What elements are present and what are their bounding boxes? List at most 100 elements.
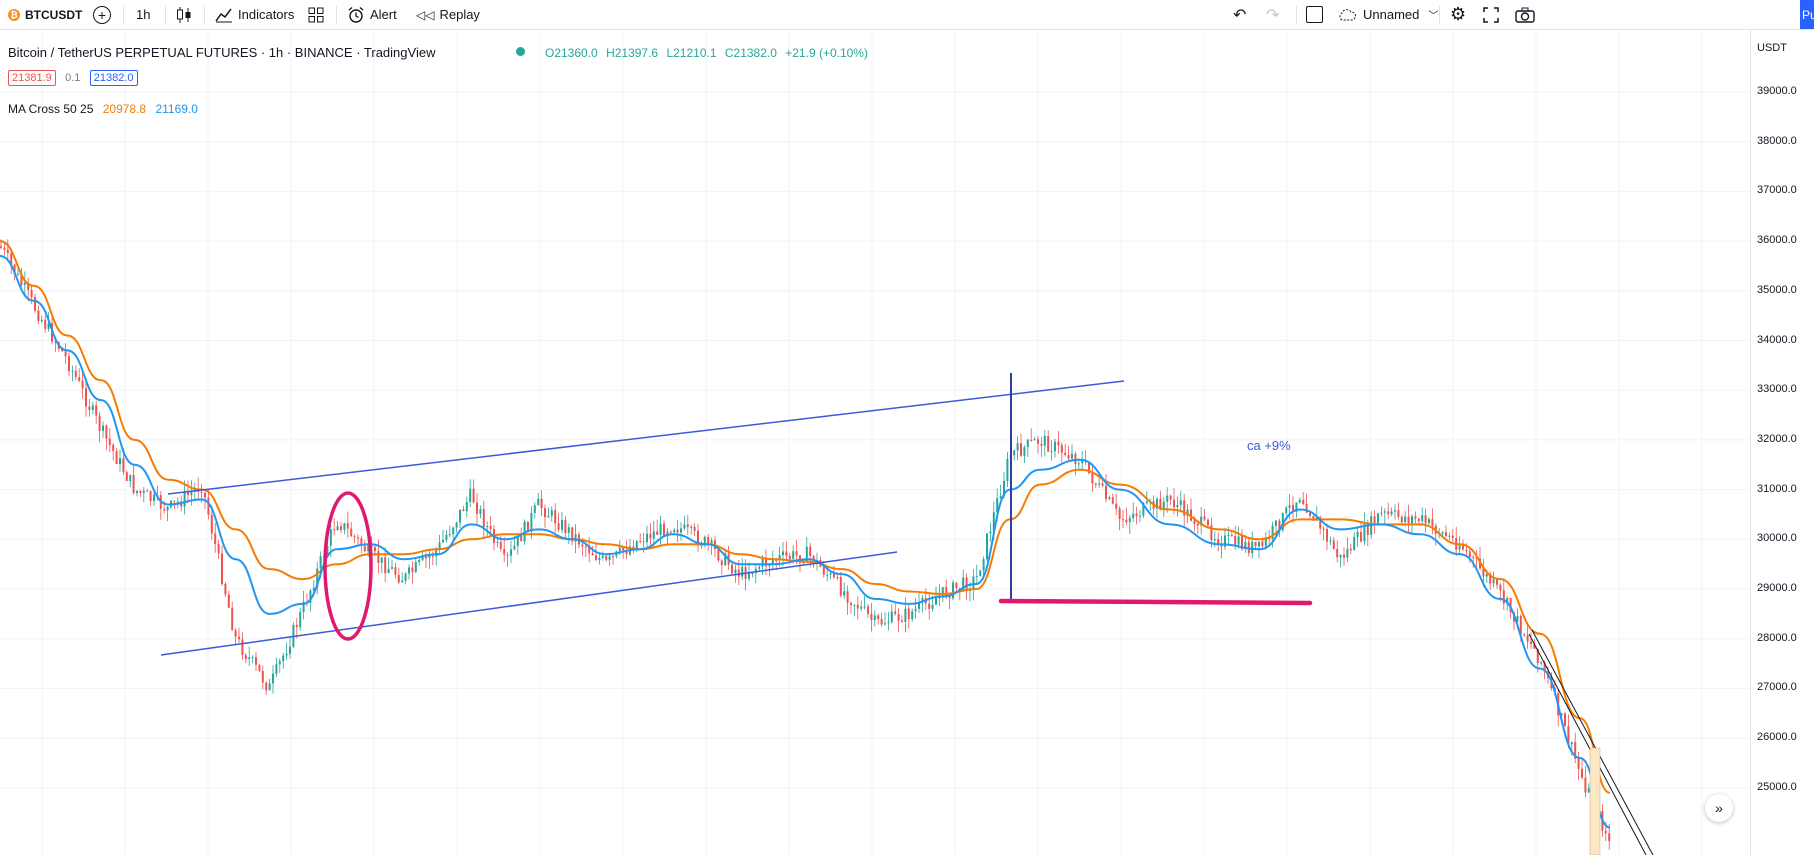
candle-body [428,555,431,559]
alert-button[interactable]: Alert [347,0,397,29]
candle-body [268,683,271,691]
layout-toggle-button[interactable] [1306,0,1323,29]
candle-body [367,544,370,552]
bid-ask-row: 21381.9 0.1 21382.0 [8,70,138,86]
indicator-legend[interactable]: MA Cross 50 25 20978.8 21169.0 [8,102,198,116]
candle-body [846,591,849,603]
candle-body [1584,777,1587,793]
buy-price-button[interactable]: 21382.0 [89,70,138,86]
candle-body [1264,537,1267,547]
candle-body [377,551,380,563]
market-status-dot[interactable] [516,47,525,56]
candle-body [1023,447,1026,456]
publish-button[interactable]: Pu [1800,0,1814,29]
undo-button[interactable]: ↶ [1233,0,1246,29]
candle-body [125,472,128,481]
candle-body [656,531,659,535]
chart-type-button[interactable] [176,0,192,29]
candle-body [462,509,465,511]
candle-body [1105,485,1107,499]
candle-body [683,524,686,529]
candle-body [826,574,829,576]
symbol-search-button[interactable]: ₿ BTCUSDT [8,0,82,29]
candle-body [860,606,863,609]
bitcoin-icon: ₿ [8,8,20,21]
snapshot-button[interactable] [1515,0,1535,29]
candle-body [319,556,322,569]
candle-body [289,646,291,654]
candle-body [1020,443,1022,456]
candle-body [401,580,404,583]
toolbar-divider [1296,6,1297,24]
candle-body [210,514,213,534]
candle-body [1033,439,1036,441]
replay-button[interactable]: ◁◁ Replay [416,0,480,29]
candle-body [1224,535,1226,547]
candle-body [605,555,608,560]
settings-button[interactable]: ⚙ [1450,0,1466,29]
scroll-to-realtime-button[interactable]: » [1705,794,1733,822]
candle-body [346,523,349,529]
candle-body [1489,574,1492,584]
sell-price-button[interactable]: 21381.9 [8,70,56,86]
fullscreen-icon [1483,6,1499,23]
candle-body [482,509,485,527]
timeframe-button[interactable]: 1h [136,0,150,29]
candle-body [829,573,832,575]
candle-body [1407,516,1410,524]
candle-body [1122,519,1124,521]
candle-body [1275,520,1277,526]
candle-body [227,594,230,608]
candle-body [207,497,210,515]
change-value: +21.9 (+0.10%) [785,46,868,60]
candle-body [391,567,393,569]
candle-body [183,491,186,507]
candle-body [1540,662,1543,664]
axis-currency-label[interactable]: USDT [1757,42,1787,54]
candle-body [1135,513,1138,517]
candle-body [537,498,540,506]
fullscreen-button[interactable] [1483,0,1499,29]
candle-body [37,310,40,322]
templates-button[interactable] [308,0,324,29]
candle-body [1101,483,1104,486]
candle-body [435,550,438,557]
candle-body [374,547,376,552]
candle-body [1139,515,1141,517]
price-chart[interactable]: ca +9% [0,30,1750,855]
candle-body [540,498,543,509]
candle-body [200,492,203,493]
candle-body [544,508,546,518]
price-tick-label: 38000.0 [1757,134,1797,147]
compare-add-button[interactable]: + [93,0,111,29]
candle-body [78,377,81,381]
candle-body [238,636,240,640]
toolbar-divider [123,6,124,24]
candle-body [642,541,645,543]
candle-body [316,568,319,588]
undo-icon: ↶ [1233,6,1247,24]
candle-body [635,541,638,551]
candle-body [1088,462,1090,473]
price-axis[interactable]: USDT 39000.0 38000.0 37000.0 36000.0 35000.0… [1750,30,1814,855]
layout-menu-button[interactable]: Unnamed ﹀ [1337,0,1438,29]
replay-label: Replay [439,7,480,22]
candle-body [1054,441,1056,452]
candle-body [282,655,285,662]
candle-body [10,253,13,265]
candle-body [775,559,778,561]
price-tick-label: 34000.0 [1757,333,1797,346]
candle-body [272,673,274,684]
candle-body [1278,520,1281,531]
ma-fast-line [0,255,1611,829]
candle-body [1111,497,1114,504]
candle-body [1587,788,1590,793]
candle-body [931,604,934,609]
candle-body [1193,520,1196,524]
candle-body [353,536,356,538]
candle-body [105,425,108,439]
indicators-button[interactable]: Indicators [215,0,294,29]
candle-body [1326,529,1328,542]
candle-body [856,604,859,609]
redo-button[interactable]: ↷ [1266,0,1279,29]
